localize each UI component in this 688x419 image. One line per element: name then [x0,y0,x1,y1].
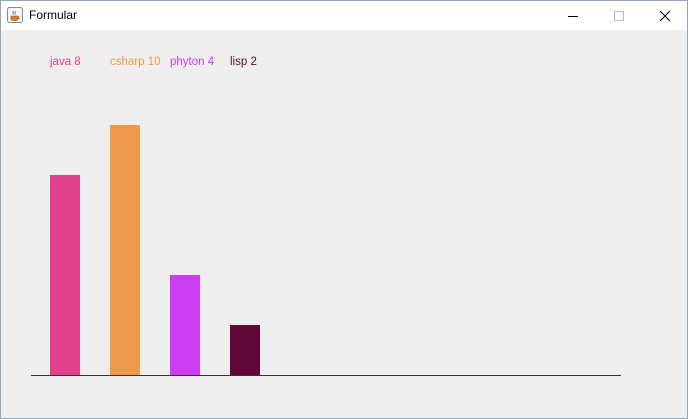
maximize-button[interactable] [596,1,642,30]
bar-label-phyton: phyton 4 [170,56,215,68]
java-cup-icon[interactable] [7,7,23,23]
title-bar[interactable]: Formular [1,1,687,30]
bar-label-java: java 8 [49,56,81,68]
bar-phyton [170,275,200,375]
close-icon [659,10,671,22]
bar-lisp [230,325,260,375]
maximize-icon [613,10,625,22]
bar-java [50,175,80,375]
bar-chart: java 8 csharp 10 phyton 4 lisp 2 [31,56,621,376]
minimize-icon [567,10,579,22]
close-button[interactable] [642,1,688,30]
chart-panel: java 8 csharp 10 phyton 4 lisp 2 [1,30,687,418]
bar-label-lisp: lisp 2 [230,56,257,68]
minimize-button[interactable] [550,1,596,30]
window-title: Formular [29,8,78,22]
bar-csharp [110,125,140,375]
bar-label-csharp: csharp 10 [110,56,161,68]
